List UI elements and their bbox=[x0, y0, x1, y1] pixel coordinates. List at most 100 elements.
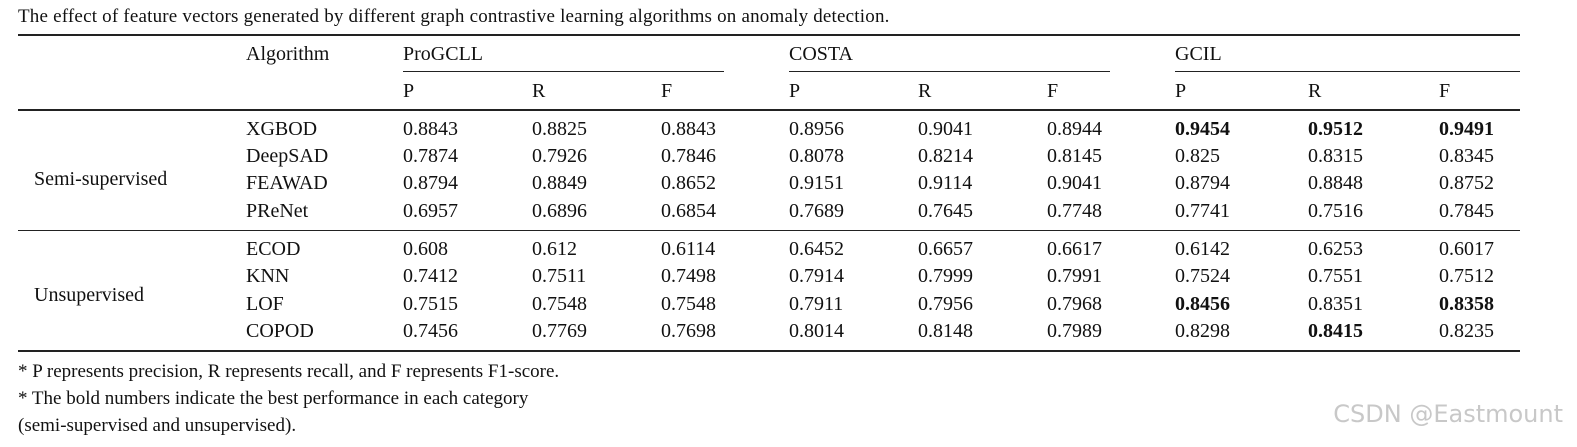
value-cell: 0.6253 bbox=[1308, 238, 1363, 260]
metric-header-f: F bbox=[1439, 80, 1451, 102]
value-cell: 0.8849 bbox=[532, 172, 587, 194]
table-top-rule bbox=[18, 34, 1520, 36]
value-cell: 0.8794 bbox=[1175, 172, 1230, 194]
watermark: CSDN @Eastmount bbox=[1333, 400, 1563, 428]
value-cell: 0.8848 bbox=[1308, 172, 1363, 194]
value-cell: 0.7748 bbox=[1047, 200, 1102, 222]
method-header-gcil: GCIL bbox=[1175, 43, 1222, 65]
value-cell: 0.8956 bbox=[789, 118, 844, 140]
value-cell: 0.9114 bbox=[918, 172, 973, 194]
value-cell: 0.8843 bbox=[403, 118, 458, 140]
value-cell: 0.7689 bbox=[789, 200, 844, 222]
value-cell: 0.7511 bbox=[532, 265, 587, 287]
metric-header-r: R bbox=[1308, 80, 1322, 102]
value-cell: 0.7524 bbox=[1175, 265, 1230, 287]
value-cell: 0.7412 bbox=[403, 265, 458, 287]
method-header-costa: COSTA bbox=[789, 43, 853, 65]
value-cell: 0.8148 bbox=[918, 320, 973, 342]
value-cell: 0.7911 bbox=[789, 293, 844, 315]
value-cell: 0.6617 bbox=[1047, 238, 1102, 260]
value-cell: 0.6896 bbox=[532, 200, 587, 222]
table-bottom-rule bbox=[18, 350, 1520, 352]
metric-header-p: P bbox=[1175, 80, 1187, 102]
metric-header-p: P bbox=[403, 80, 415, 102]
value-cell: 0.8944 bbox=[1047, 118, 1102, 140]
value-cell: 0.7926 bbox=[532, 145, 587, 167]
value-cell: 0.8014 bbox=[789, 320, 844, 342]
value-cell: 0.7991 bbox=[1047, 265, 1102, 287]
value-cell: 0.8794 bbox=[403, 172, 458, 194]
value-cell: 0.7548 bbox=[532, 293, 587, 315]
metric-header-r: R bbox=[532, 80, 546, 102]
metric-header-r: R bbox=[918, 80, 932, 102]
value-cell: 0.9041 bbox=[918, 118, 973, 140]
metric-header-f: F bbox=[661, 80, 673, 102]
note-bold-continued: (semi-supervised and unsupervised). bbox=[18, 415, 297, 436]
value-cell: 0.9491 bbox=[1439, 118, 1494, 140]
value-cell: 0.7914 bbox=[789, 265, 844, 287]
group-label: Unsupervised bbox=[34, 284, 144, 306]
value-cell: 0.825 bbox=[1175, 145, 1220, 167]
value-cell: 0.6114 bbox=[661, 238, 716, 260]
value-cell: 0.8235 bbox=[1439, 320, 1494, 342]
method-underline-progcll bbox=[403, 71, 724, 72]
value-cell: 0.7999 bbox=[918, 265, 973, 287]
algorithm-name: LOF bbox=[246, 293, 284, 315]
value-cell: 0.7846 bbox=[661, 145, 716, 167]
metric-header-f: F bbox=[1047, 80, 1059, 102]
value-cell: 0.6017 bbox=[1439, 238, 1494, 260]
group-label: Semi-supervised bbox=[34, 168, 168, 190]
algorithm-name: KNN bbox=[246, 265, 290, 287]
value-cell: 0.7989 bbox=[1047, 320, 1102, 342]
value-cell: 0.7741 bbox=[1175, 200, 1230, 222]
method-underline-costa bbox=[789, 71, 1110, 72]
value-cell: 0.6854 bbox=[661, 200, 716, 222]
value-cell: 0.8298 bbox=[1175, 320, 1230, 342]
value-cell: 0.8415 bbox=[1308, 320, 1363, 342]
value-cell: 0.9151 bbox=[789, 172, 844, 194]
value-cell: 0.8345 bbox=[1439, 145, 1494, 167]
note-metrics: * P represents precision, R represents r… bbox=[18, 361, 560, 382]
header-bottom-rule bbox=[18, 109, 1520, 111]
value-cell: 0.8456 bbox=[1175, 293, 1230, 315]
method-header-progcll: ProGCLL bbox=[403, 43, 483, 65]
algorithm-header: Algorithm bbox=[246, 43, 330, 65]
table-caption: The effect of feature vectors generated … bbox=[18, 6, 890, 27]
value-cell: 0.7456 bbox=[403, 320, 458, 342]
value-cell: 0.7512 bbox=[1439, 265, 1494, 287]
value-cell: 0.8652 bbox=[661, 172, 716, 194]
value-cell: 0.8315 bbox=[1308, 145, 1363, 167]
value-cell: 0.8145 bbox=[1047, 145, 1102, 167]
value-cell: 0.8078 bbox=[789, 145, 844, 167]
value-cell: 0.8214 bbox=[918, 145, 973, 167]
value-cell: 0.8358 bbox=[1439, 293, 1494, 315]
value-cell: 0.6452 bbox=[789, 238, 844, 260]
value-cell: 0.8351 bbox=[1308, 293, 1363, 315]
metric-header-p: P bbox=[789, 80, 801, 102]
group-separator-rule bbox=[18, 230, 1520, 231]
value-cell: 0.9512 bbox=[1308, 118, 1363, 140]
value-cell: 0.7968 bbox=[1047, 293, 1102, 315]
algorithm-name: FEAWAD bbox=[246, 172, 328, 194]
value-cell: 0.7874 bbox=[403, 145, 458, 167]
value-cell: 0.7551 bbox=[1308, 265, 1363, 287]
algorithm-name: ECOD bbox=[246, 238, 301, 260]
value-cell: 0.7548 bbox=[661, 293, 716, 315]
value-cell: 0.608 bbox=[403, 238, 448, 260]
algorithm-name: XGBOD bbox=[246, 118, 318, 140]
value-cell: 0.8843 bbox=[661, 118, 716, 140]
algorithm-name: PReNet bbox=[246, 200, 309, 222]
value-cell: 0.7516 bbox=[1308, 200, 1363, 222]
value-cell: 0.7956 bbox=[918, 293, 973, 315]
value-cell: 0.7845 bbox=[1439, 200, 1494, 222]
value-cell: 0.7645 bbox=[918, 200, 973, 222]
value-cell: 0.9041 bbox=[1047, 172, 1102, 194]
value-cell: 0.7698 bbox=[661, 320, 716, 342]
value-cell: 0.7515 bbox=[403, 293, 458, 315]
value-cell: 0.8825 bbox=[532, 118, 587, 140]
value-cell: 0.9454 bbox=[1175, 118, 1230, 140]
note-bold: * The bold numbers indicate the best per… bbox=[18, 388, 529, 409]
value-cell: 0.8752 bbox=[1439, 172, 1494, 194]
value-cell: 0.7769 bbox=[532, 320, 587, 342]
value-cell: 0.6142 bbox=[1175, 238, 1230, 260]
